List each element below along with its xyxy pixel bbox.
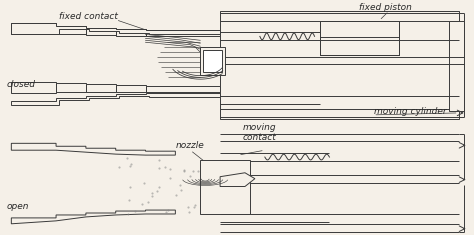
Bar — [86, 84, 116, 92]
Bar — [220, 11, 459, 119]
Polygon shape — [220, 173, 255, 187]
Bar — [86, 27, 116, 35]
Polygon shape — [11, 23, 220, 34]
Bar — [11, 23, 56, 34]
Text: fixed piston: fixed piston — [359, 3, 412, 12]
Polygon shape — [11, 210, 175, 224]
Bar — [319, 21, 399, 55]
Text: open: open — [6, 202, 29, 211]
Text: closed: closed — [6, 80, 36, 89]
Text: fixed contact: fixed contact — [59, 12, 118, 21]
Bar — [200, 160, 250, 214]
Text: nozzle: nozzle — [175, 141, 204, 150]
Bar — [203, 50, 222, 72]
Bar — [116, 86, 146, 92]
Text: moving
contact: moving contact — [243, 123, 277, 142]
Bar — [319, 21, 399, 55]
Bar — [56, 26, 86, 34]
Text: moving cylinder: moving cylinder — [374, 107, 447, 116]
Bar — [11, 82, 56, 93]
Polygon shape — [11, 143, 175, 155]
Bar — [56, 83, 86, 92]
Bar — [200, 47, 225, 75]
Bar — [146, 86, 220, 92]
Bar — [449, 21, 464, 111]
Bar — [146, 31, 220, 36]
Polygon shape — [11, 93, 220, 105]
Bar — [116, 30, 146, 36]
